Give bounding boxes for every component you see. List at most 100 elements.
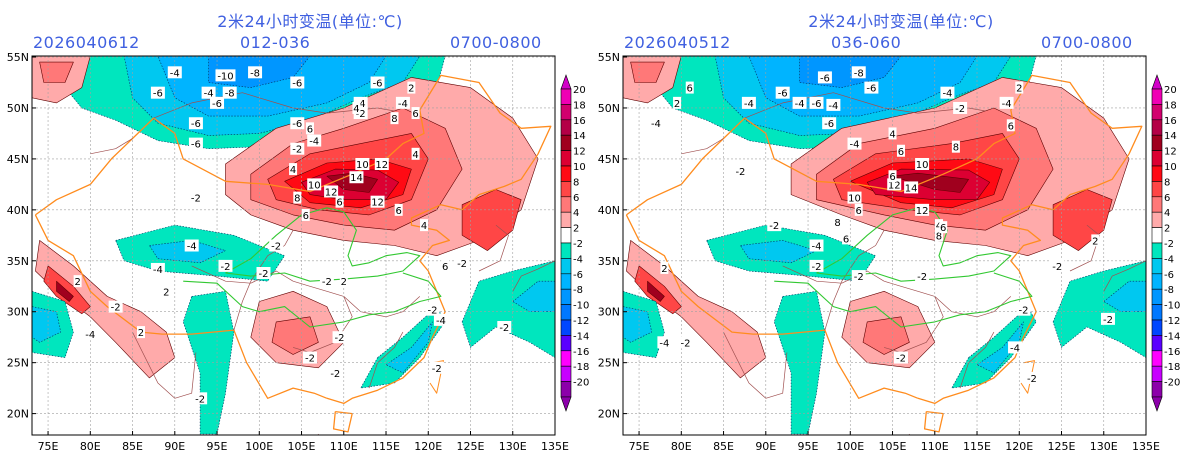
contour-label: 12: [916, 206, 929, 217]
contour-label-bg: [767, 219, 782, 232]
contour-label: 2: [138, 328, 144, 339]
contour-label: -2: [427, 306, 437, 317]
colorbar-arrow-top: [560, 74, 572, 90]
colorbar-swatch: [1151, 273, 1163, 290]
contour-label-bg: [851, 270, 866, 283]
contour-label: -6: [811, 99, 821, 110]
lat-tick-label: 45N: [7, 153, 29, 166]
province-border: [132, 331, 197, 399]
contour-label-bg: [1008, 341, 1023, 354]
colorbar-swatch: [1151, 104, 1163, 121]
cold-region: [385, 321, 433, 374]
contour-label-bg: [150, 262, 165, 275]
contour-label-bg: [904, 181, 919, 194]
province-border: [90, 138, 133, 155]
contour-label: -2: [811, 262, 821, 273]
contour-label: -2: [195, 394, 205, 405]
contour-label-bg: [339, 275, 348, 288]
contour-label: 6: [889, 172, 895, 183]
contour-label: 12: [325, 188, 338, 199]
country-border: [626, 74, 1143, 216]
contour-label: 6: [940, 223, 946, 234]
contour-label: -2: [499, 323, 509, 334]
colorbar-swatch: [560, 165, 572, 182]
colorbar-label: 6: [1164, 193, 1170, 204]
colorbar-label: 18: [1164, 100, 1177, 111]
contour-label-bg: [394, 203, 403, 216]
contour-label: -2: [1052, 262, 1062, 273]
contour-label-bg: [934, 219, 943, 232]
contour-label-bg: [893, 351, 908, 364]
colorbar-swatch: [560, 227, 572, 244]
contour-label-bg: [201, 86, 216, 99]
colorbar-swatch: [1151, 134, 1163, 151]
lon-tick-label: 75E: [38, 440, 59, 453]
lat-tick-label: 45N: [598, 153, 620, 166]
contour-label-bg: [915, 157, 930, 170]
lon-tick-label: 75E: [629, 440, 650, 453]
lon-tick-label: 100E: [836, 440, 864, 453]
warm-region: [647, 280, 665, 302]
contour-label-bg: [915, 270, 930, 283]
colorbar-swatch: [1151, 88, 1163, 105]
contour-label: -4: [204, 89, 214, 100]
province-border: [883, 280, 944, 353]
contour-label-bg: [497, 321, 512, 334]
contour-label-bg: [167, 66, 182, 79]
colorbar-swatch: [560, 134, 572, 151]
colorbar-label: 12: [1164, 147, 1177, 158]
contour-label-bg: [349, 171, 364, 184]
contour-label: -2: [322, 277, 332, 288]
contour-label-bg: [290, 142, 305, 155]
province-border: [292, 280, 353, 353]
contour-label-bg: [73, 275, 82, 288]
contour-label: -4: [356, 99, 366, 110]
colorbar-swatch: [560, 319, 572, 336]
contour-label: 10: [356, 160, 369, 171]
panel-left: 2米24小时变温(单位:℃) 2026040612 012-036 0700-0…: [7, 12, 590, 453]
chart-title: 2米24小时变温(单位:℃): [808, 12, 994, 31]
contour-label: -4: [828, 101, 838, 112]
contour-label-bg: [951, 140, 960, 153]
lat-tick-label: 50N: [7, 102, 29, 115]
contour-label: -6: [820, 73, 830, 84]
lon-tick-label: 135E: [1132, 440, 1160, 453]
contour-label: 6: [442, 262, 448, 273]
colorbar-swatch: [560, 304, 572, 321]
contour-label-bg: [355, 157, 370, 170]
colorbar-swatch: [560, 242, 572, 259]
contour-label-bg: [792, 96, 807, 109]
colorbar-swatch: [560, 88, 572, 105]
colorbar-swatch: [560, 258, 572, 275]
contour-label: 2: [408, 84, 414, 95]
colorbar-label: -6: [573, 270, 583, 281]
colorbar-swatch: [560, 211, 572, 228]
lat-tick-label: 55N: [598, 51, 620, 64]
lon-tick-label: 110E: [330, 440, 358, 453]
contour-label-bg: [1100, 312, 1115, 325]
colorbar-swatch: [560, 273, 572, 290]
colorbar-label: 20: [573, 85, 586, 96]
cold-region: [1103, 280, 1146, 313]
colorbar-label: 20: [1164, 85, 1177, 96]
lat-tick-label: 50N: [598, 102, 620, 115]
contour-label-bg: [939, 221, 948, 234]
cold-region: [360, 306, 446, 389]
lon-tick-label: 120E: [1005, 440, 1033, 453]
colorbar-label: -2: [573, 239, 583, 250]
colorbar-swatch: [560, 288, 572, 305]
contour-label-bg: [657, 336, 672, 349]
contour-label-bg: [319, 275, 334, 288]
contour-label: 8: [391, 114, 397, 125]
contour-label-bg: [648, 117, 663, 130]
contour-label: -2: [432, 364, 442, 375]
contour-label-bg: [999, 96, 1014, 109]
contour-label-bg: [833, 216, 842, 229]
contour-label: -4: [398, 99, 408, 110]
chart-title: 2米24小时变温(单位:℃): [217, 12, 403, 31]
contour-label-bg: [301, 208, 310, 221]
contour-label: 4: [421, 221, 427, 232]
map-frame: [31, 55, 556, 436]
lat-tick-label: 25N: [7, 357, 29, 370]
